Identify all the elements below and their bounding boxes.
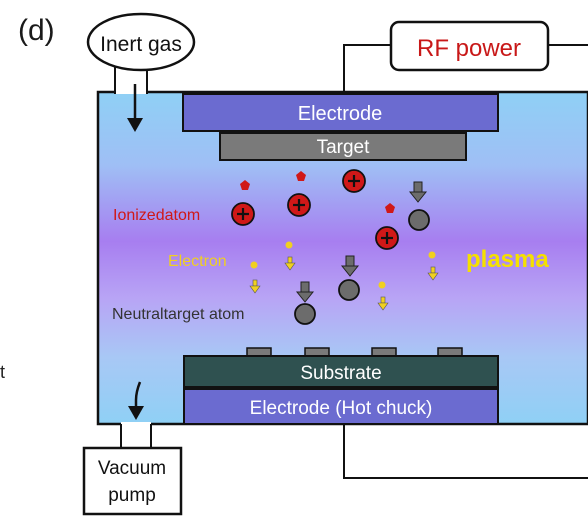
substrate-label: Substrate (300, 363, 381, 384)
vacuum-pump-line2: pump (108, 485, 156, 506)
inert-gas-label: Inert gas (100, 33, 182, 56)
bottom-electrode (183, 388, 499, 425)
ionized-atom-label: Ionizedatom (113, 207, 200, 224)
ion-fragment (296, 171, 306, 181)
inert-gas-bubble (86, 12, 196, 72)
ionized-atom (231, 202, 255, 226)
electron-arrow (284, 256, 296, 271)
rf-wire-top (343, 44, 392, 92)
gas-outflow-arrow (128, 406, 144, 420)
electron-dot (428, 251, 436, 259)
neutral-atom (338, 279, 360, 301)
ion-fragment (385, 203, 395, 213)
electron-dot (285, 241, 293, 249)
neutral-atom (408, 209, 430, 231)
electron-arrow (427, 266, 439, 281)
electron-label: Electron (168, 253, 227, 270)
neutral-atom (294, 303, 316, 325)
substrate (183, 355, 499, 388)
electron-arrow (249, 279, 261, 294)
neutral-atoms (294, 181, 430, 325)
ionized-atom (342, 169, 366, 193)
neutral-atom-arrow (340, 255, 360, 277)
panel-label: (d) (18, 14, 55, 47)
rf-wire-bottom (343, 424, 588, 479)
gas-inflow-arrow (127, 118, 143, 132)
rf-power-box (389, 20, 550, 72)
ionized-atom (287, 193, 311, 217)
ionized-atom (375, 226, 399, 250)
electrons (249, 241, 439, 311)
ion-fragment (240, 180, 250, 190)
vacuum-pump-line1: Vacuum (98, 458, 166, 479)
electron-dot (378, 281, 386, 289)
electron-arrow (377, 296, 389, 311)
neutral-atom-arrow (295, 281, 315, 303)
rf-power-label: RF power (417, 35, 521, 62)
target-label: Target (317, 137, 371, 158)
ionized-atoms (231, 169, 399, 250)
electron-dot (250, 261, 258, 269)
top-electrode (182, 93, 499, 132)
bottom-electrode-label: Electrode (Hot chuck) (250, 398, 433, 419)
vacuum-pump-box (82, 446, 183, 516)
neutral-atom-arrow (408, 181, 428, 203)
edge-character: t (0, 362, 6, 382)
target (219, 132, 467, 161)
plasma-label: plasma (466, 246, 549, 273)
neutral-target-atom-label: Neutraltarget atom (112, 306, 245, 323)
top-electrode-label: Electrode (298, 103, 383, 125)
